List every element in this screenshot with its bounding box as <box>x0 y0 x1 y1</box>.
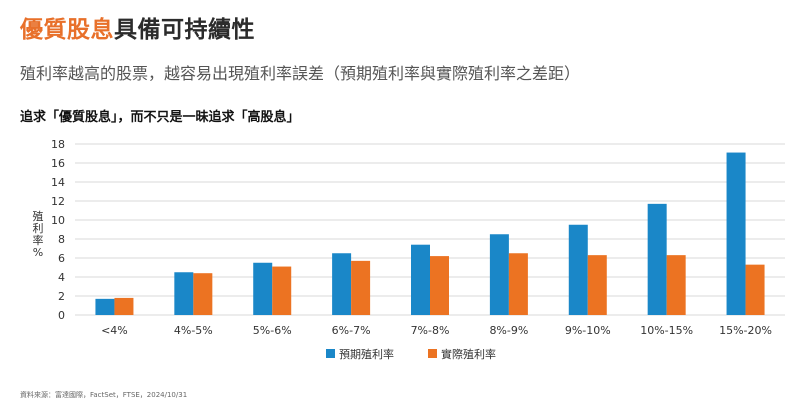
x-tick-label: 4%-5% <box>174 324 213 337</box>
bar-actual <box>430 256 449 315</box>
bar-expected <box>489 234 509 315</box>
bar-actual <box>587 255 607 315</box>
x-tick-label: 9%-10% <box>565 324 611 337</box>
y-tick-label: 12 <box>51 195 65 208</box>
y-tick-label: 16 <box>51 157 65 170</box>
x-tick-label: 8%-9% <box>489 324 528 337</box>
y-axis-label-char: 率 <box>33 233 44 247</box>
y-tick-label: 18 <box>51 138 65 151</box>
bar-expected <box>647 203 667 315</box>
x-tick-label: 7%-8% <box>411 324 450 337</box>
bar-expected <box>332 253 352 315</box>
page-subtitle: 殖利率越高的股票，越容易出現殖利率誤差（預期殖利率與實際殖利率之差距） <box>20 64 581 83</box>
y-axis-label: 殖利率% <box>33 210 44 259</box>
bar-expected <box>411 244 430 315</box>
legend-swatch <box>326 349 335 358</box>
source-note: 資料來源：富達國際，FactSet，FTSE，2024/10/31 <box>20 391 188 399</box>
bar-expected <box>253 262 273 315</box>
bar-actual <box>666 255 686 315</box>
page-title: 優質股息具備可持續性 <box>20 10 255 44</box>
legend-label: 實際殖利率 <box>441 347 496 361</box>
bar-actual <box>508 253 528 315</box>
y-tick-label: 10 <box>51 214 65 227</box>
x-tick-label: 5%-6% <box>253 324 292 337</box>
y-axis-label-char: % <box>33 246 43 259</box>
bar-actual <box>114 297 134 315</box>
x-tick-label: 15%-20% <box>719 324 772 337</box>
x-tick-label: <4% <box>101 324 128 337</box>
y-axis-label-char: 殖 <box>33 210 44 223</box>
bar-expected <box>174 272 194 315</box>
y-tick-label: 14 <box>51 176 65 189</box>
x-tick-label: 10%-15% <box>640 324 693 337</box>
bar-actual <box>351 260 371 315</box>
bar-actual <box>272 266 292 315</box>
legend-swatch <box>428 349 437 358</box>
bar-expected <box>568 224 588 315</box>
bar-actual <box>193 273 213 315</box>
bar-actual <box>745 264 765 315</box>
bar-expected <box>95 298 115 315</box>
y-tick-label: 2 <box>58 290 65 303</box>
y-tick-label: 6 <box>58 252 65 265</box>
y-axis-ticks: 0 2 4 6 8 10 12 14 16 18 <box>51 138 65 322</box>
legend-label: 預期殖利率 <box>339 347 394 361</box>
y-tick-label: 8 <box>58 233 65 246</box>
page-title-accent: 優質股息 <box>20 17 114 43</box>
x-axis-ticks: <4% 4%-5% 5%-6% 6%-7% 7%-8% 8%-9% 9%-10% 10%-15… <box>101 324 772 337</box>
legend: 預期殖利率 實際殖利率 <box>326 347 496 361</box>
bar-expected <box>726 152 746 315</box>
page-title-rest: 具備可持續性 <box>114 17 255 43</box>
y-axis-label-char: 利 <box>33 222 44 235</box>
x-tick-label: 6%-7% <box>332 324 371 337</box>
bars <box>95 152 765 315</box>
chart-title: 追求「優質股息」，而不只是一昧追求「高股息」 <box>20 110 300 125</box>
y-tick-label: 4 <box>58 271 65 284</box>
y-tick-label: 0 <box>58 309 65 322</box>
